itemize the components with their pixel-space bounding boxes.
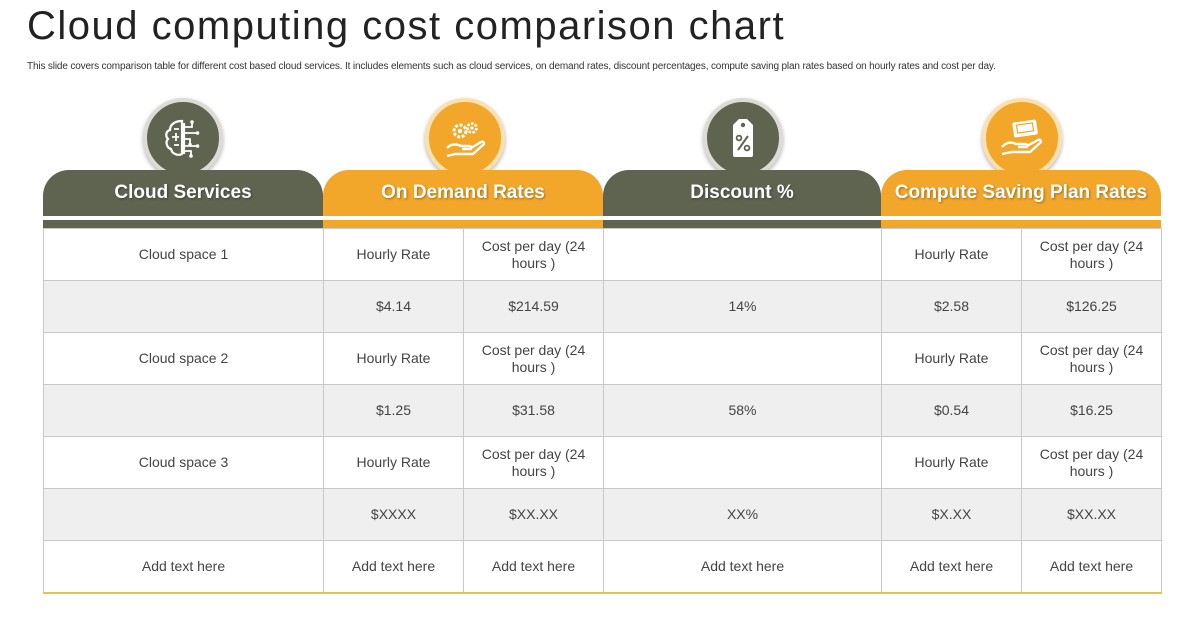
header-strip-dark [603, 220, 881, 228]
table-cell: $XXXX [323, 488, 464, 541]
table-cell: $0.54 [881, 384, 1022, 437]
comparison-table: Cloud space 1 Hourly Rate Cost per day (… [43, 228, 1162, 594]
table-cell: Add text here [463, 540, 604, 594]
header-strip-orange [323, 220, 603, 228]
table-cell: Cost per day (24 hours ) [463, 228, 604, 281]
table-row: Add text here Add text here Add text her… [43, 540, 1162, 594]
table-cell: Hourly Rate [323, 436, 464, 489]
table-cell: 14% [603, 280, 882, 333]
table-cell: $X.XX [881, 488, 1022, 541]
table-cell: $XX.XX [1021, 488, 1162, 541]
table-cell: $214.59 [463, 280, 604, 333]
table-cell: XX% [603, 488, 882, 541]
table-cell: Add text here [603, 540, 882, 594]
table-cell: $31.58 [463, 384, 604, 437]
header-compute-saving-plan-rates: Compute Saving Plan Rates [881, 170, 1161, 216]
table-cell: Cost per day (24 hours ) [463, 332, 604, 385]
percent-tag-icon [703, 98, 783, 178]
table-cell: Hourly Rate [881, 228, 1022, 281]
table-row: $1.25 $31.58 58% $0.54 $16.25 [43, 384, 1162, 437]
table-row: Cloud space 2 Hourly Rate Cost per day (… [43, 332, 1162, 385]
hand-money-icon [982, 98, 1062, 178]
table-cell [43, 488, 324, 541]
table-cell: $1.25 [323, 384, 464, 437]
table-cell: Cost per day (24 hours ) [1021, 228, 1162, 281]
page-subtitle: This slide covers comparison table for d… [27, 61, 996, 72]
table-row: Cloud space 3 Hourly Rate Cost per day (… [43, 436, 1162, 489]
table-cell: Hourly Rate [323, 228, 464, 281]
table-cell: $XX.XX [463, 488, 604, 541]
header-discount: Discount % [603, 170, 881, 216]
table-cell [43, 384, 324, 437]
table-cell [43, 280, 324, 333]
table-cell: $2.58 [881, 280, 1022, 333]
table-cell: Hourly Rate [881, 332, 1022, 385]
table-cell: Add text here [323, 540, 464, 594]
table-cell [603, 436, 882, 489]
table-cell: Hourly Rate [881, 436, 1022, 489]
table-cell: $16.25 [1021, 384, 1162, 437]
table-cell: Cloud space 3 [43, 436, 324, 489]
table-cell: Cloud space 1 [43, 228, 324, 281]
table-cell: Cost per day (24 hours ) [463, 436, 604, 489]
table-row: Cloud space 1 Hourly Rate Cost per day (… [43, 228, 1162, 281]
table-cell [603, 332, 882, 385]
table-cell: Add text here [881, 540, 1022, 594]
header-on-demand-rates: On Demand Rates [323, 170, 603, 216]
table-cell: $4.14 [323, 280, 464, 333]
table-cell [603, 228, 882, 281]
hand-gears-icon [425, 98, 505, 178]
table-cell: Add text here [1021, 540, 1162, 594]
table-cell: Cost per day (24 hours ) [1021, 332, 1162, 385]
table-cell: Hourly Rate [323, 332, 464, 385]
brain-circuit-icon [143, 98, 223, 178]
table-cell: $126.25 [1021, 280, 1162, 333]
page-title: Cloud computing cost comparison chart [27, 4, 786, 48]
header-strip-orange [881, 220, 1161, 228]
table-cell: Add text here [43, 540, 324, 594]
header-cloud-services: Cloud Services [43, 170, 323, 216]
table-cell: 58% [603, 384, 882, 437]
table-cell: Cost per day (24 hours ) [1021, 436, 1162, 489]
table-cell: Cloud space 2 [43, 332, 324, 385]
header-strip-dark [43, 220, 323, 228]
table-row: $4.14 $214.59 14% $2.58 $126.25 [43, 280, 1162, 333]
table-row: $XXXX $XX.XX XX% $X.XX $XX.XX [43, 488, 1162, 541]
